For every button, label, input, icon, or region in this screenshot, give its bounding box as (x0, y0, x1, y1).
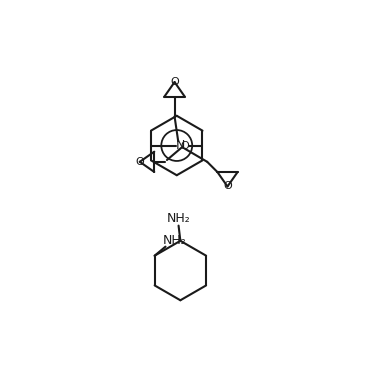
Text: O: O (170, 77, 179, 87)
Text: O: O (135, 157, 144, 167)
Text: NH₂: NH₂ (163, 234, 187, 247)
Text: O: O (223, 181, 232, 192)
Text: N: N (175, 139, 185, 152)
Text: O: O (181, 141, 190, 150)
Text: NH₂: NH₂ (167, 212, 190, 225)
